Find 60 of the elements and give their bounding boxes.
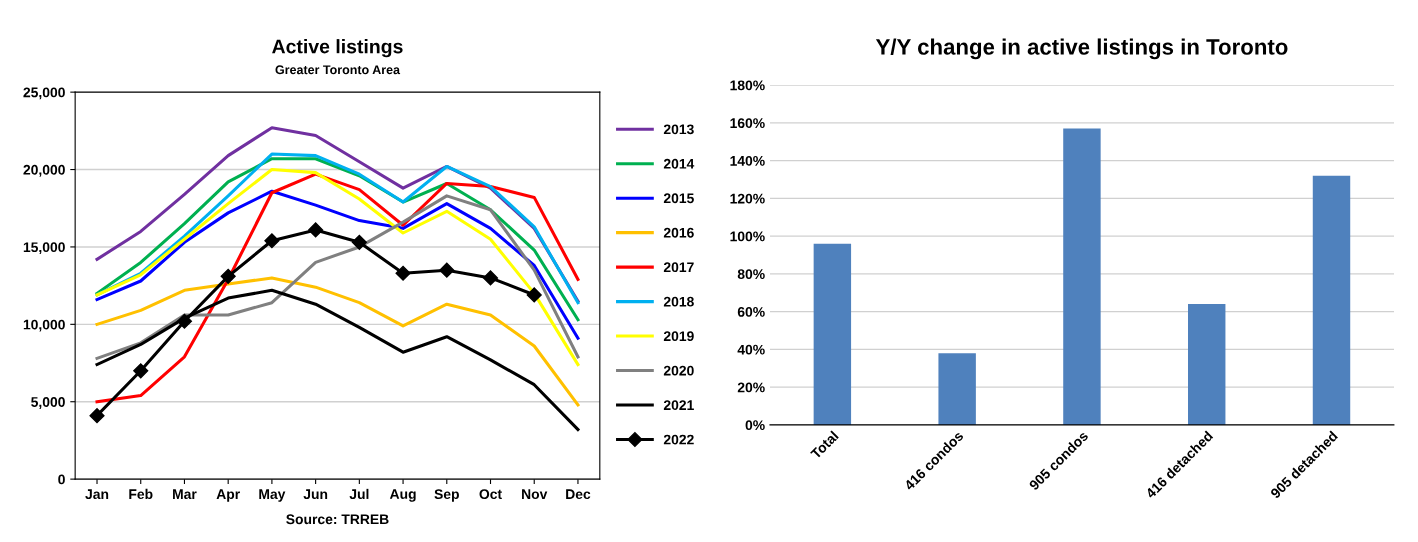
y-tick-label: 100%	[730, 231, 765, 242]
x-tick-label: Mar	[173, 489, 197, 500]
chart-title: Active listings	[272, 39, 403, 58]
y-tick-label: 20%	[737, 382, 765, 393]
legend-label: 2020	[663, 365, 694, 376]
point	[482, 270, 499, 286]
y-tick-label: 60%	[737, 306, 765, 317]
y-tick-label: 40%	[737, 344, 765, 355]
legend-label: 2016	[663, 227, 694, 238]
x-tick-label: Jul	[349, 488, 369, 500]
y-tick-label: 5,000	[31, 397, 65, 409]
line-series	[95, 168, 580, 367]
point	[264, 233, 280, 249]
bar	[813, 243, 852, 425]
y-tick-label: 0	[58, 474, 65, 485]
point	[176, 313, 193, 329]
x-tick-label: Sep	[434, 489, 459, 502]
point	[220, 268, 236, 284]
point	[526, 287, 542, 303]
x-tick-label: Aug	[389, 489, 416, 502]
chart-subtitle: Greater Toronto Area	[275, 65, 401, 75]
x-tick-label: Dec	[566, 489, 591, 500]
point	[395, 265, 411, 281]
x-tick-label: Nov	[522, 489, 548, 500]
point	[133, 363, 149, 379]
y-tick-label: 10,000	[23, 319, 65, 332]
x-tick-label: May	[259, 489, 286, 502]
point	[439, 262, 455, 278]
x-tick-label: Oct	[479, 489, 502, 500]
legend-label: 2015	[663, 193, 694, 204]
y-tick-label: 0%	[745, 420, 765, 431]
x-tick-label: Feb	[129, 488, 153, 500]
legend-label: 2013	[663, 124, 694, 135]
y-tick-label: 180%	[730, 80, 765, 91]
y-tick-label: 140%	[730, 155, 765, 166]
point	[89, 408, 105, 424]
legend-label: 2019	[663, 331, 694, 342]
bar	[1063, 128, 1101, 425]
bar	[1312, 175, 1351, 425]
legend-label: 2014	[663, 158, 695, 169]
chart-title: Y/Y change in active listings in Toronto	[875, 38, 1288, 60]
y-tick-label: 20,000	[23, 164, 65, 177]
y-tick-label: 15,000	[23, 242, 65, 255]
y-tick-label: 120%	[730, 193, 765, 204]
bar	[1188, 304, 1226, 425]
point	[351, 234, 367, 250]
legend-label: 2022	[663, 434, 694, 445]
bar	[938, 353, 976, 425]
y-tick-label: 160%	[730, 118, 765, 129]
line-series	[95, 172, 580, 404]
source-note: Source: TRREB	[286, 514, 389, 525]
point	[308, 222, 324, 238]
legend-label: 2021	[663, 400, 694, 411]
y-tick-label: 25,000	[23, 87, 65, 100]
legend-label: 2017	[663, 262, 694, 273]
x-tick-label: Jan	[85, 489, 109, 500]
legend-label: 2018	[663, 296, 694, 307]
x-tick-label: Jun	[303, 489, 328, 500]
x-tick-label: Apr	[216, 489, 240, 502]
y-tick-label: 80%	[737, 269, 765, 280]
